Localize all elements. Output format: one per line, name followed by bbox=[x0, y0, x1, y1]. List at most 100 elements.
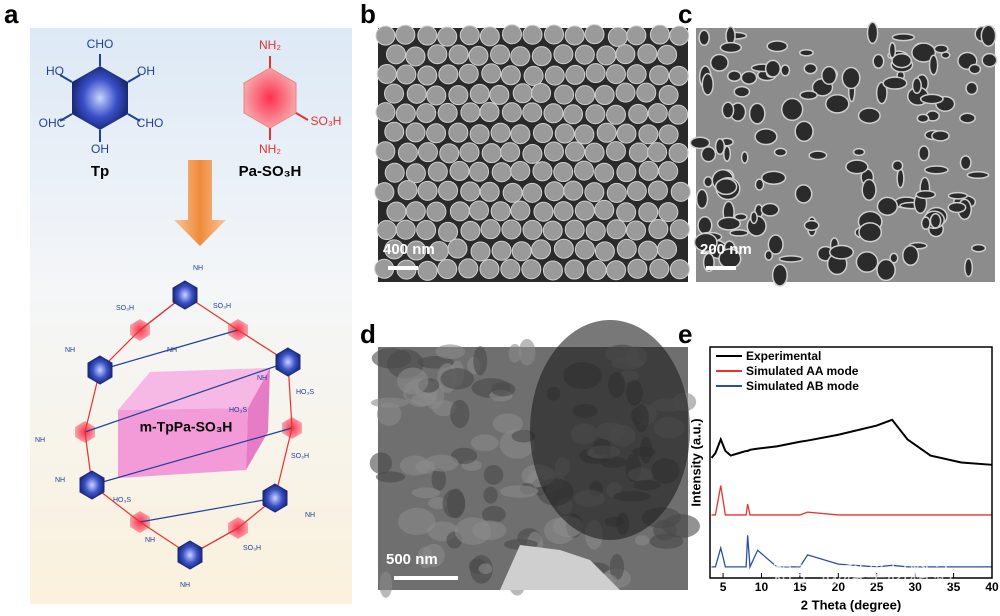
sphere bbox=[384, 162, 405, 183]
sphere bbox=[627, 258, 648, 279]
pore bbox=[771, 263, 788, 287]
pore bbox=[966, 171, 990, 180]
sphere bbox=[437, 102, 458, 123]
pore bbox=[754, 178, 765, 191]
panel-label: a bbox=[4, 0, 19, 29]
grain bbox=[399, 455, 431, 476]
grain bbox=[411, 487, 441, 499]
sphere bbox=[563, 180, 584, 201]
x-tick-label: 25 bbox=[870, 580, 884, 594]
framework-label: NH bbox=[145, 537, 155, 544]
pore bbox=[740, 150, 749, 164]
sphere bbox=[626, 181, 647, 202]
sphere bbox=[668, 65, 689, 86]
grain bbox=[491, 381, 516, 397]
node-ring bbox=[262, 483, 288, 513]
legend-label: Simulated AA mode bbox=[746, 364, 859, 378]
sphere bbox=[417, 180, 438, 201]
sphere bbox=[510, 160, 531, 181]
grain bbox=[435, 344, 466, 360]
pore bbox=[919, 93, 944, 105]
sphere bbox=[658, 161, 679, 182]
sphere bbox=[501, 219, 522, 240]
sphere bbox=[649, 24, 670, 45]
sphere bbox=[628, 142, 649, 163]
tp-ring bbox=[72, 66, 128, 130]
sphere bbox=[554, 84, 575, 105]
pore bbox=[780, 64, 791, 77]
sphere bbox=[417, 65, 438, 86]
pore bbox=[965, 81, 979, 96]
sphere bbox=[647, 103, 668, 124]
sphere bbox=[510, 200, 531, 221]
bond bbox=[139, 497, 276, 523]
sphere bbox=[386, 201, 407, 222]
pore bbox=[872, 53, 885, 69]
substituent: HO bbox=[46, 64, 64, 78]
sphere bbox=[416, 103, 437, 124]
sphere bbox=[585, 220, 606, 241]
pore bbox=[794, 120, 814, 143]
sphere bbox=[554, 123, 575, 144]
pore bbox=[803, 62, 818, 75]
framework-label: SO₃H bbox=[116, 305, 134, 312]
sphere bbox=[543, 141, 564, 162]
pore bbox=[947, 191, 968, 200]
sphere bbox=[626, 64, 647, 85]
pore bbox=[959, 155, 972, 171]
sphere bbox=[405, 163, 426, 184]
pore bbox=[861, 178, 877, 201]
sphere bbox=[490, 122, 511, 143]
sphere bbox=[448, 85, 469, 106]
sphere bbox=[405, 46, 426, 67]
pore bbox=[968, 63, 982, 75]
x-tick-label: 30 bbox=[908, 580, 922, 594]
sphere bbox=[544, 181, 565, 202]
node-ring bbox=[177, 540, 203, 570]
sphere bbox=[397, 180, 418, 201]
sphere bbox=[438, 180, 459, 201]
pore bbox=[963, 257, 974, 278]
grain bbox=[508, 343, 522, 363]
pore bbox=[920, 216, 931, 231]
sphere bbox=[384, 121, 405, 142]
sphere bbox=[448, 122, 469, 143]
pore bbox=[716, 216, 742, 231]
sphere bbox=[626, 25, 647, 46]
sphere bbox=[574, 239, 595, 260]
sphere bbox=[586, 260, 607, 281]
x-tick-label: 35 bbox=[947, 580, 961, 594]
substituent: CHO bbox=[137, 116, 164, 130]
pore bbox=[858, 222, 883, 243]
sphere bbox=[531, 46, 552, 67]
sphere bbox=[615, 82, 636, 103]
sphere bbox=[669, 219, 690, 240]
grain bbox=[518, 338, 536, 366]
pore bbox=[855, 251, 879, 273]
x-axis-label: 2 Theta (degree) bbox=[801, 597, 901, 612]
sphere bbox=[426, 201, 447, 222]
sphere bbox=[638, 124, 659, 145]
sphere bbox=[405, 122, 426, 143]
sphere bbox=[606, 219, 627, 240]
series-line bbox=[711, 535, 992, 570]
node-ring bbox=[172, 280, 198, 310]
pore bbox=[931, 130, 950, 142]
sphere bbox=[447, 238, 468, 259]
pore bbox=[727, 70, 742, 83]
substituent: NH₂ bbox=[259, 142, 281, 156]
grain bbox=[478, 563, 493, 575]
sphere bbox=[491, 240, 512, 261]
grain bbox=[483, 486, 498, 504]
pore bbox=[876, 196, 899, 216]
sphere bbox=[406, 83, 427, 104]
sphere bbox=[501, 24, 522, 45]
sphere bbox=[542, 260, 563, 281]
pore bbox=[845, 159, 869, 175]
pore bbox=[760, 170, 787, 185]
pore bbox=[857, 107, 881, 124]
pore bbox=[698, 29, 710, 47]
watermark: 知乎 @科学材料站 bbox=[771, 562, 953, 587]
pore bbox=[821, 65, 838, 86]
sphere bbox=[615, 44, 636, 65]
